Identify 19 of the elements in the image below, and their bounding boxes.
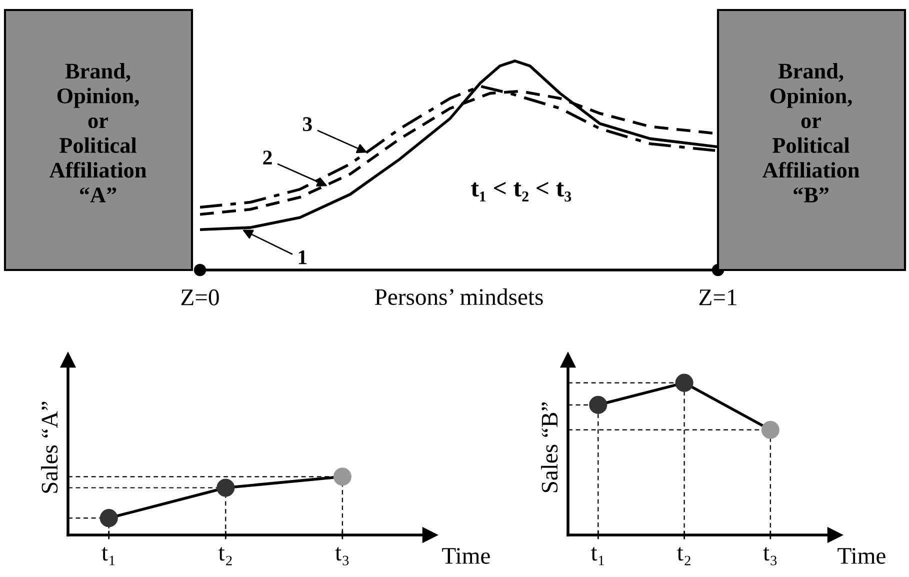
text: Brand, Opinion, or Political Affiliation “B” — [762, 62, 860, 202]
annotation: t₁ < t₂ < t₃ — [471, 182, 572, 202]
annotation: 2 — [263, 150, 272, 164]
x-axis-title: Time — [442, 548, 490, 564]
y-axis-title: Sales “B” — [541, 402, 558, 492]
x-tick-label: t₃ — [763, 547, 777, 566]
annotation: 1 — [298, 250, 307, 264]
x-axis-title: Persons’ mindsets — [374, 288, 543, 306]
x-tick-label: t₂ — [218, 547, 232, 566]
x-axis-title: Time — [838, 548, 886, 564]
x-tick-label: t₂ — [677, 547, 690, 566]
x-tick-label: Z=0 — [181, 289, 219, 306]
annotation: 3 — [302, 117, 312, 132]
y-axis-title: Sales “A” — [41, 402, 58, 493]
x-tick-label: Z=1 — [699, 290, 736, 306]
x-tick-label: t₁ — [102, 547, 115, 566]
x-tick-label: t₁ — [590, 547, 604, 566]
text: Brand, Opinion, or Political Affiliation “A” — [49, 62, 146, 202]
x-tick-label: t₃ — [335, 547, 349, 566]
